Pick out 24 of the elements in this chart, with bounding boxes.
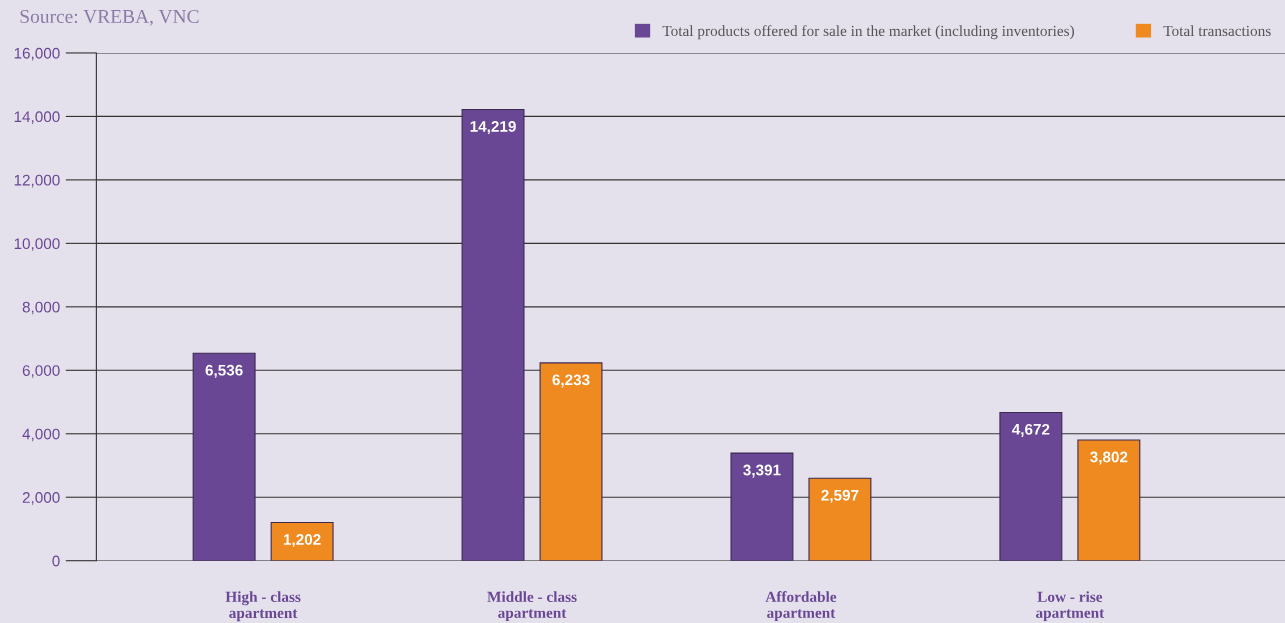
legend-label: Total transactions <box>1163 25 1271 37</box>
y-tick-label: 12,000 <box>14 174 60 188</box>
y-tick-label: 14,000 <box>14 111 60 124</box>
data-label: 6,536 <box>205 364 243 378</box>
legend-label: Total products offered for sale in the market (including inventories) <box>662 25 1074 40</box>
data-label: 14,219 <box>470 120 516 135</box>
y-tick-label: 2,000 <box>22 492 60 505</box>
x-tick-label: High - class apartment <box>225 591 301 622</box>
y-tick-label: 16,000 <box>14 47 60 61</box>
y-tick-label: 10,000 <box>14 238 60 251</box>
data-label: 1,202 <box>283 534 321 548</box>
data-label: 2,597 <box>821 489 859 503</box>
y-tick-label: 8,000 <box>22 301 60 315</box>
source-note: Source: VREBA, VNC <box>20 9 199 26</box>
data-label: 6,233 <box>552 374 590 388</box>
data-label: 4,672 <box>1011 423 1050 437</box>
x-tick-label: Low - rise apartment <box>1035 591 1105 622</box>
x-tick-label: Middle - class apartment <box>487 591 577 622</box>
y-tick-label: 0 <box>52 555 60 567</box>
data-label: 3,802 <box>1090 451 1128 465</box>
x-tick-label: Affordable apartment <box>765 591 837 622</box>
data-label: 3,391 <box>743 464 781 478</box>
y-tick-label: 6,000 <box>22 365 60 378</box>
y-tick-label: 4,000 <box>22 428 60 442</box>
